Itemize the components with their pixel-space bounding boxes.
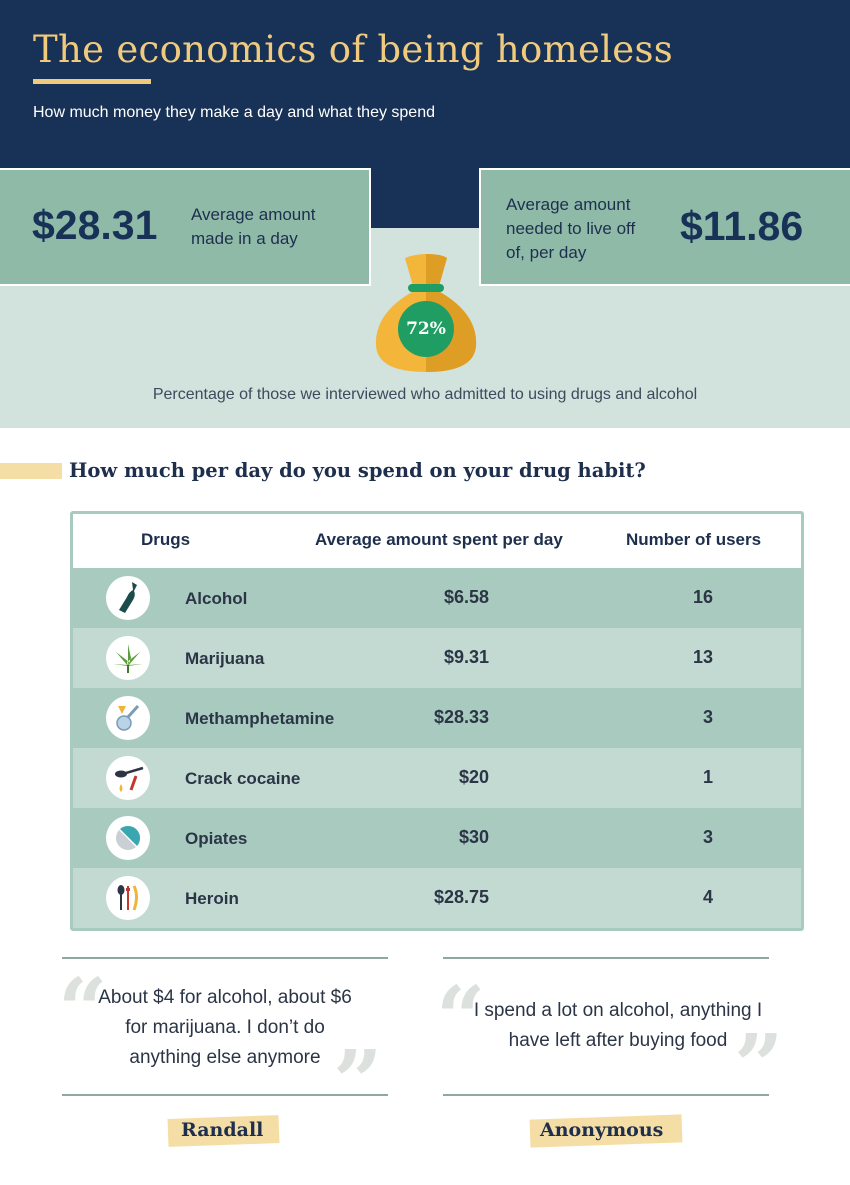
close-quote-icon: ”	[333, 1032, 383, 1133]
drug-name: Heroin	[185, 889, 239, 908]
drug-name: Alcohol	[185, 589, 248, 608]
average-needed-amount: $11.86	[680, 203, 804, 249]
user-count: 3	[702, 707, 713, 727]
section-accent-bar	[0, 463, 62, 479]
amount-spent: $30	[458, 827, 489, 847]
drug-name: Opiates	[185, 829, 248, 848]
quote-divider	[443, 1094, 769, 1096]
average-made-amount: $28.31	[32, 202, 158, 248]
table-header: Drugs Average amount spent per day Numbe…	[73, 514, 801, 570]
column-header-amount: Average amount spent per day	[315, 530, 563, 549]
quote-line: anything else anymore	[129, 1047, 321, 1068]
amount-spent: $20	[458, 767, 489, 787]
table-row: Opiates $30 3	[73, 808, 801, 868]
page-title: The economics of being homeless	[33, 28, 674, 71]
quote-text: About $4 for alcohol, about $6 for marij…	[62, 983, 388, 1073]
drug-use-caption: Percentage of those we interviewed who a…	[152, 386, 698, 403]
quote-text: I spend a lot on alcohol, anything I hav…	[443, 996, 793, 1056]
page-subtitle: How much money they make a day and what …	[33, 104, 435, 121]
drug-name: Crack cocaine	[185, 769, 301, 788]
table-row: Methamphetamine $28.33 3	[73, 688, 801, 748]
average-needed-box: Average amount needed to live off of, pe…	[479, 168, 850, 286]
quote-author: Anonymous	[540, 1119, 664, 1141]
drug-name: Marijuana	[185, 649, 265, 668]
crack-spoon-icon	[106, 756, 150, 800]
drug-spending-table: Drugs Average amount spent per day Numbe…	[70, 511, 804, 931]
section-title: How much per day do you spend on your dr…	[69, 459, 646, 482]
user-count: 1	[702, 767, 713, 787]
column-header-users: Number of users	[626, 530, 762, 549]
table-row: Heroin $28.75 4	[73, 868, 801, 928]
quote-author: Randall	[181, 1119, 264, 1141]
pill-icon	[106, 816, 150, 860]
average-needed-label-line3: of, per day	[506, 243, 587, 262]
average-made-label-line2: made in a day	[191, 229, 298, 248]
amount-spent: $28.75	[433, 887, 489, 907]
average-needed-label: Average amount needed to live off of, pe…	[506, 193, 635, 265]
table-row: Marijuana $9.31 13	[73, 628, 801, 688]
user-count: 16	[692, 587, 713, 607]
average-needed-label-line2: needed to live off	[506, 219, 636, 238]
quote-line: I spend a lot on alcohol, anything I	[473, 1000, 763, 1021]
quote-divider	[62, 1094, 388, 1096]
drug-name: Methamphetamine	[185, 709, 335, 728]
table-row: Crack cocaine $20 1	[73, 748, 801, 808]
user-count: 4	[702, 887, 713, 907]
quote-line: About $4 for alcohol, about $6	[98, 987, 352, 1008]
user-count: 3	[702, 827, 713, 847]
column-header-drugs: Drugs	[141, 530, 191, 549]
average-needed-label-line1: Average amount	[506, 195, 631, 214]
average-made-box: $28.31 Average amount made in a day	[0, 168, 371, 286]
amount-spent: $9.31	[443, 647, 489, 667]
open-quote-icon: “	[58, 960, 108, 1061]
syringe-spoon-icon	[106, 876, 150, 920]
quote-line: for marijuana. I don’t do	[125, 1017, 325, 1038]
average-made-label-line1: Average amount	[191, 205, 316, 224]
table-row: Alcohol $6.58 16	[73, 568, 801, 628]
cannabis-leaf-icon	[106, 636, 150, 680]
average-made-label: Average amount made in a day	[191, 203, 315, 251]
user-count: 13	[692, 647, 713, 667]
title-underline	[33, 79, 151, 84]
open-quote-icon: “	[436, 968, 486, 1069]
amount-spent: $6.58	[443, 587, 489, 607]
quote-divider	[62, 957, 388, 959]
quote-line: have left after buying food	[508, 1030, 728, 1051]
meth-pipe-icon	[106, 696, 150, 740]
close-quote-icon: ”	[734, 1016, 784, 1117]
quote-divider	[443, 957, 769, 959]
drug-use-percent: 72%	[398, 301, 454, 357]
amount-spent: $28.33	[433, 707, 489, 727]
bottle-icon	[106, 576, 150, 620]
